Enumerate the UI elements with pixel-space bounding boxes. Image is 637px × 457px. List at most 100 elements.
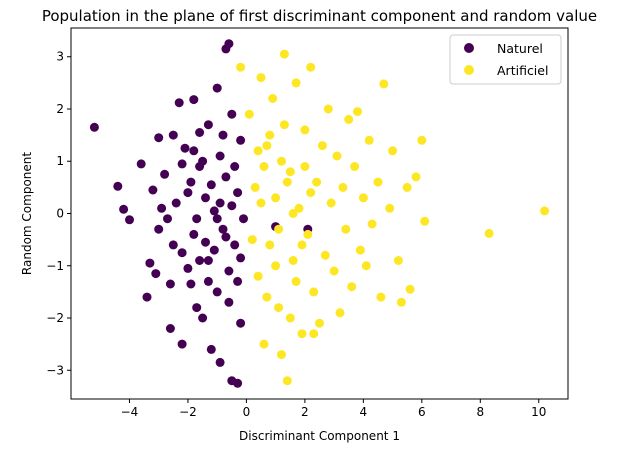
point-naturel-8 — [151, 269, 161, 279]
point-naturel-3 — [125, 215, 134, 225]
point-artificiel-4 — [256, 73, 266, 83]
point-naturel-70 — [227, 201, 237, 211]
point-naturel-30 — [203, 256, 213, 265]
x-tick-label: −4 — [121, 405, 139, 419]
y-tick-label: −3 — [46, 363, 64, 377]
point-artificiel-19 — [300, 125, 310, 135]
point-artificiel-58 — [277, 350, 286, 360]
point-naturel-27 — [198, 313, 208, 323]
point-artificiel-45 — [379, 79, 389, 89]
point-artificiel-24 — [315, 318, 324, 328]
point-artificiel-12 — [279, 49, 289, 59]
point-artificiel-0 — [236, 62, 246, 72]
x-tick-label: 10 — [531, 405, 546, 419]
point-artificiel-56 — [540, 206, 550, 216]
point-artificiel-67 — [271, 261, 281, 271]
point-artificiel-43 — [373, 177, 383, 187]
point-naturel-29 — [203, 120, 213, 130]
point-artificiel-73 — [262, 292, 272, 302]
point-naturel-13 — [165, 279, 175, 289]
point-artificiel-32 — [338, 182, 348, 192]
point-artificiel-44 — [376, 292, 386, 302]
point-artificiel-55 — [484, 228, 494, 238]
point-artificiel-37 — [353, 107, 362, 117]
point-artificiel-66 — [259, 162, 269, 171]
point-naturel-44 — [230, 240, 240, 250]
point-artificiel-29 — [329, 266, 339, 276]
point-artificiel-64 — [300, 162, 310, 171]
point-naturel-23 — [189, 229, 199, 239]
point-naturel-24 — [189, 95, 199, 105]
point-naturel-54 — [195, 128, 205, 137]
point-artificiel-7 — [265, 240, 275, 250]
x-tick-label: 4 — [360, 405, 368, 419]
point-naturel-49 — [239, 214, 248, 224]
y-axis-ticks: −3 −2 −1 0 1 2 3 — [46, 50, 71, 377]
legend-marker-artificiel — [464, 65, 474, 75]
point-artificiel-25 — [317, 141, 327, 151]
point-naturel-11 — [160, 169, 170, 179]
point-naturel-5 — [142, 292, 152, 302]
point-naturel-74 — [195, 256, 205, 265]
point-artificiel-23 — [312, 177, 322, 187]
point-naturel-31 — [206, 344, 216, 354]
point-naturel-72 — [183, 188, 193, 198]
point-naturel-64 — [192, 214, 202, 224]
legend-box — [449, 34, 562, 85]
point-artificiel-17 — [294, 203, 304, 213]
legend-label-naturel: Naturel — [497, 41, 543, 56]
x-axis-ticks: −4 −2 0 2 4 6 8 10 — [121, 399, 546, 419]
point-naturel-51 — [168, 240, 178, 250]
point-naturel-32 — [209, 206, 219, 216]
point-artificiel-20 — [303, 229, 313, 239]
point-naturel-34 — [212, 287, 222, 297]
point-artificiel-14 — [285, 167, 295, 177]
point-artificiel-51 — [405, 284, 415, 294]
point-artificiel-3 — [253, 271, 263, 281]
point-naturel-18 — [177, 339, 187, 349]
point-artificiel-1 — [244, 109, 254, 119]
point-artificiel-22 — [309, 287, 319, 297]
x-tick-label: 8 — [476, 405, 484, 419]
point-artificiel-50 — [402, 182, 412, 192]
point-artificiel-27 — [323, 104, 333, 114]
point-artificiel-46 — [385, 203, 395, 213]
point-naturel-14 — [165, 324, 175, 333]
point-artificiel-15 — [288, 256, 298, 265]
point-naturel-25 — [192, 303, 202, 313]
point-naturel-67 — [209, 245, 219, 255]
point-artificiel-61 — [274, 224, 284, 234]
point-naturel-15 — [168, 130, 178, 140]
point-artificiel-13 — [282, 376, 292, 386]
point-naturel-52 — [177, 159, 187, 169]
point-artificiel-72 — [253, 146, 263, 156]
point-naturel-66 — [203, 276, 213, 286]
point-naturel-16 — [171, 198, 181, 208]
point-naturel-6 — [145, 258, 155, 268]
point-artificiel-11 — [277, 156, 286, 166]
point-naturel-12 — [163, 214, 172, 224]
plot-points — [89, 39, 550, 388]
point-artificiel-31 — [335, 308, 345, 318]
point-artificiel-9 — [271, 193, 281, 203]
point-artificiel-52 — [411, 172, 421, 182]
point-artificiel-35 — [347, 282, 357, 292]
point-artificiel-8 — [268, 94, 278, 103]
point-artificiel-30 — [332, 151, 342, 161]
point-artificiel-68 — [279, 120, 289, 130]
point-artificiel-34 — [344, 114, 354, 124]
y-tick-label: 2 — [56, 102, 64, 116]
point-artificiel-28 — [326, 198, 336, 208]
point-naturel-20 — [180, 143, 190, 153]
point-artificiel-26 — [320, 250, 330, 260]
point-naturel-71 — [233, 276, 243, 286]
x-axis-label: Discriminant Component 1 — [239, 429, 400, 443]
chart-title: Population in the plane of first discrim… — [42, 7, 597, 25]
point-artificiel-49 — [396, 297, 406, 307]
y-tick-label: 3 — [56, 50, 64, 64]
point-naturel-33 — [212, 83, 222, 93]
point-naturel-53 — [186, 279, 196, 289]
point-artificiel-59 — [256, 198, 266, 208]
point-artificiel-36 — [350, 162, 360, 171]
point-naturel-17 — [174, 98, 184, 108]
